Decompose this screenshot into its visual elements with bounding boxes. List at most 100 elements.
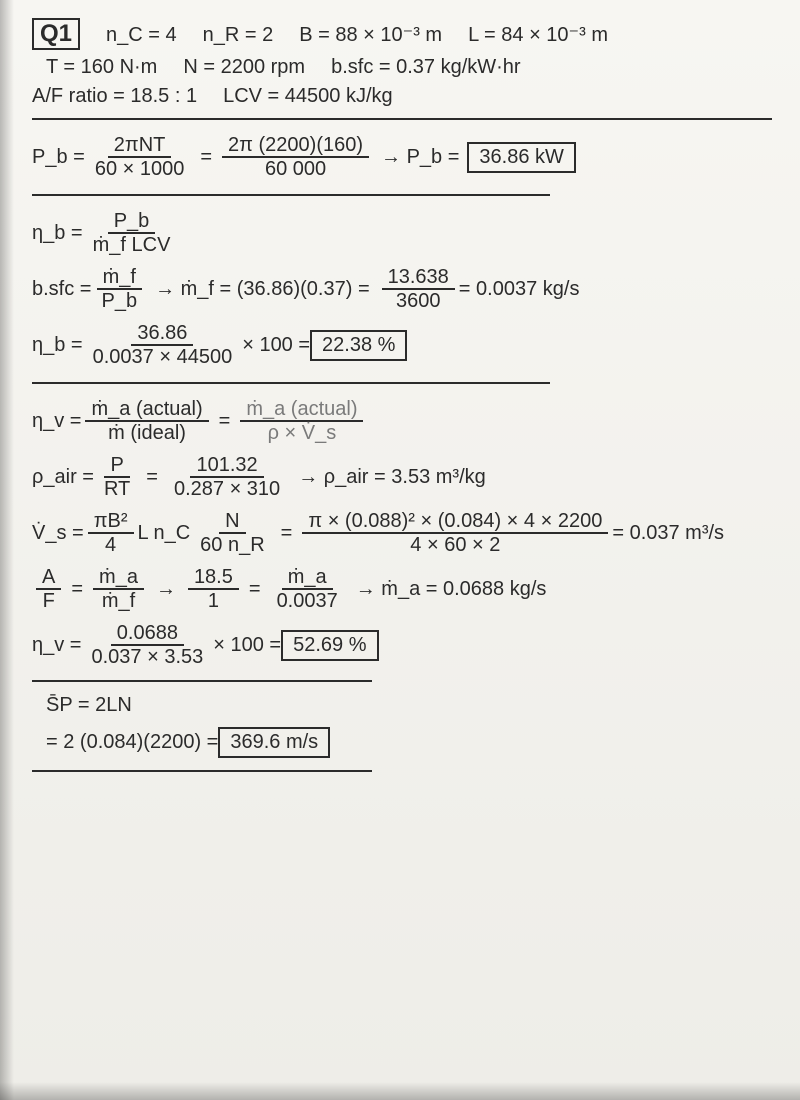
etab-calc-num: 36.86 bbox=[131, 322, 193, 346]
bsfc-mid: 13.638 3600 bbox=[382, 266, 455, 312]
af-eq1: = bbox=[71, 578, 83, 601]
etab-calc-frac: 36.86 0.0037 × 44500 bbox=[87, 322, 239, 368]
bsfc-arrow: → ṁ_f = (36.86)(0.37) = bbox=[155, 278, 370, 301]
given-lcv: LCV = 44500 kJ/kg bbox=[223, 85, 393, 108]
divider-5 bbox=[32, 770, 372, 772]
etav-f2-num: ṁ_a (actual) bbox=[240, 398, 363, 422]
given-nr: n_R = 2 bbox=[203, 24, 274, 47]
rho-f2-num: 101.32 bbox=[190, 454, 263, 478]
etav-result: 52.69 % bbox=[281, 630, 378, 661]
pb-frac2-num: 2π (2200)(160) bbox=[222, 134, 369, 158]
bsfc-line: b.sfc = ṁ_f P_b → ṁ_f = (36.86)(0.37) = … bbox=[32, 266, 772, 312]
bsfc-lhs: b.sfc = bbox=[32, 278, 91, 301]
eq-sign-4: = bbox=[281, 522, 293, 545]
vs-line: V̇_s = πB² 4 L n_C N 60 n_R = π × (0.088… bbox=[32, 510, 772, 556]
given-T: T = 160 N·m bbox=[46, 56, 157, 79]
etab-calc-lhs: η_b = bbox=[32, 334, 83, 357]
etab-calc-times: × 100 = bbox=[242, 334, 310, 357]
af-f3: ṁ_a 0.0037 bbox=[271, 566, 344, 612]
given-L: L = 84 × 10⁻³ m bbox=[468, 22, 608, 47]
etav-calc-num: 0.0688 bbox=[111, 622, 184, 646]
vs-f1-num: πB² bbox=[88, 510, 134, 534]
vs-f2-num: N bbox=[219, 510, 245, 534]
pb-line: P_b = 2πNT 60 × 1000 = 2π (2200)(160) 60… bbox=[32, 134, 772, 180]
vs-f2-den: 60 n_R bbox=[194, 534, 271, 556]
rho-arrow: → ρ_air = 3.53 m³/kg bbox=[298, 466, 486, 489]
af-f2: 18.5 1 bbox=[188, 566, 239, 612]
rho-f2-den: 0.287 × 310 bbox=[168, 478, 286, 500]
af-f1: ṁ_a ṁ_f bbox=[93, 566, 144, 612]
vs-f1-den: 4 bbox=[99, 534, 122, 556]
etav-f2-den: ρ × V̇_s bbox=[262, 422, 343, 444]
af-arrow1: → bbox=[156, 578, 176, 601]
vs-mid: L n_C bbox=[138, 522, 191, 545]
etav-f1-num: ṁ_a (actual) bbox=[85, 398, 208, 422]
eq-sign-2: = bbox=[219, 410, 231, 433]
pb-lhs: P_b = bbox=[32, 146, 85, 169]
af-f2-den: 1 bbox=[202, 590, 225, 612]
af-arrow2: → ṁ_a = 0.0688 kg/s bbox=[356, 578, 547, 601]
given-af: A/F ratio = 18.5 : 1 bbox=[32, 85, 197, 108]
bsfc-mid-den: 3600 bbox=[390, 290, 447, 312]
rho-f1: P RT bbox=[98, 454, 136, 500]
af-f2-num: 18.5 bbox=[188, 566, 239, 590]
vs-lhs: V̇_s = bbox=[32, 522, 84, 545]
bsfc-tail: = 0.0037 kg/s bbox=[459, 278, 580, 301]
given-row-3: A/F ratio = 18.5 : 1 LCV = 44500 kJ/kg bbox=[32, 85, 772, 108]
etav-f2: ṁ_a (actual) ρ × V̇_s bbox=[240, 398, 363, 444]
etav-calc-line: η_v = 0.0688 0.037 × 3.53 × 100 = 52.69 … bbox=[32, 622, 772, 668]
etav-calc-den: 0.037 × 3.53 bbox=[85, 646, 209, 668]
af-eq2: = bbox=[249, 578, 261, 601]
af-lhs-num: A bbox=[36, 566, 61, 590]
pb-frac1-den: 60 × 1000 bbox=[89, 158, 191, 180]
page-shadow-bottom bbox=[0, 1082, 800, 1100]
af-f1-den: ṁ_f bbox=[96, 590, 141, 612]
etav-calc-lhs: η_v = bbox=[32, 634, 81, 657]
page-shadow-left bbox=[0, 0, 14, 1100]
rho-f1-den: RT bbox=[98, 478, 136, 500]
af-f3-num: ṁ_a bbox=[282, 566, 333, 590]
etab-calc-den: 0.0037 × 44500 bbox=[87, 346, 239, 368]
divider-3 bbox=[32, 382, 550, 384]
etab-den: ṁ_f LCV bbox=[87, 234, 177, 256]
rho-f1-num: P bbox=[104, 454, 129, 478]
vs-tail: = 0.037 m³/s bbox=[612, 522, 724, 545]
question-label: Q1 bbox=[32, 18, 80, 50]
sp-line2-lead: = 2 (0.084)(2200) = bbox=[46, 731, 218, 754]
sp-result: 369.6 m/s bbox=[218, 727, 330, 758]
vs-rhs-num: π × (0.088)² × (0.084) × 4 × 2200 bbox=[302, 510, 608, 534]
af-f1-num: ṁ_a bbox=[93, 566, 144, 590]
rho-line: ρ_air = P RT = 101.32 0.287 × 310 → ρ_ai… bbox=[32, 454, 772, 500]
given-row-2: T = 160 N·m N = 2200 rpm b.sfc = 0.37 kg… bbox=[46, 56, 772, 79]
vs-rhs: π × (0.088)² × (0.084) × 4 × 2200 4 × 60… bbox=[302, 510, 608, 556]
etav-def-line: η_v = ṁ_a (actual) ṁ (ideal) = ṁ_a (actu… bbox=[32, 398, 772, 444]
vs-f2: N 60 n_R bbox=[194, 510, 271, 556]
divider-4 bbox=[32, 680, 372, 682]
given-nc: n_C = 4 bbox=[106, 24, 177, 47]
bsfc-mid-num: 13.638 bbox=[382, 266, 455, 290]
etav-calc-times: × 100 = bbox=[213, 634, 281, 657]
af-lhs-den: F bbox=[37, 590, 61, 612]
etav-f1: ṁ_a (actual) ṁ (ideal) bbox=[85, 398, 208, 444]
etab-calc-line: η_b = 36.86 0.0037 × 44500 × 100 = 22.38… bbox=[32, 322, 772, 368]
pb-frac2-den: 60 000 bbox=[259, 158, 332, 180]
pb-arrow: → P_b = bbox=[381, 146, 459, 169]
etav-lhs: η_v = bbox=[32, 410, 81, 433]
sp-line2: = 2 (0.084)(2200) = 369.6 m/s bbox=[46, 727, 772, 758]
etab-def-line: η_b = P_b ṁ_f LCV bbox=[32, 210, 772, 256]
bsfc-den: P_b bbox=[95, 290, 143, 312]
given-B: B = 88 × 10⁻³ m bbox=[299, 22, 442, 47]
etab-lhs: η_b = bbox=[32, 222, 83, 245]
divider-1 bbox=[32, 118, 772, 120]
vs-rhs-den: 4 × 60 × 2 bbox=[404, 534, 506, 556]
pb-frac2: 2π (2200)(160) 60 000 bbox=[222, 134, 369, 180]
etav-calc-frac: 0.0688 0.037 × 3.53 bbox=[85, 622, 209, 668]
af-line: A F = ṁ_a ṁ_f → 18.5 1 = ṁ_a 0.0037 → ṁ_… bbox=[32, 566, 772, 612]
divider-2 bbox=[32, 194, 550, 196]
given-N: N = 2200 rpm bbox=[183, 56, 305, 79]
rho-f2: 101.32 0.287 × 310 bbox=[168, 454, 286, 500]
bsfc-frac: ṁ_f P_b bbox=[95, 266, 143, 312]
eq-sign-3: = bbox=[146, 466, 158, 489]
etab-result: 22.38 % bbox=[310, 330, 407, 361]
etav-f1-den: ṁ (ideal) bbox=[102, 422, 192, 444]
